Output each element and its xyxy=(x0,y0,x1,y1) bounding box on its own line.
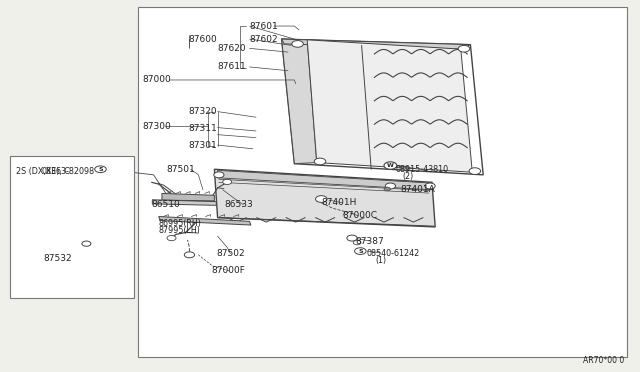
Bar xyxy=(138,7,627,357)
Text: 87602: 87602 xyxy=(250,35,278,44)
Text: 87401A: 87401A xyxy=(400,185,435,194)
Text: 08363-82098: 08363-82098 xyxy=(42,167,95,176)
Circle shape xyxy=(314,158,326,165)
Text: 87311: 87311 xyxy=(189,124,218,133)
Circle shape xyxy=(384,187,390,191)
Text: W: W xyxy=(387,163,394,168)
Circle shape xyxy=(385,183,396,189)
Text: 08540-61242: 08540-61242 xyxy=(366,249,419,258)
Polygon shape xyxy=(162,193,214,201)
Polygon shape xyxy=(307,40,472,172)
Circle shape xyxy=(469,168,481,174)
Circle shape xyxy=(316,196,327,202)
Polygon shape xyxy=(218,170,430,190)
Circle shape xyxy=(223,179,232,185)
Text: 87000C: 87000C xyxy=(342,211,378,220)
Circle shape xyxy=(425,183,435,189)
Text: AR70*00 0: AR70*00 0 xyxy=(583,356,624,365)
Text: 87300: 87300 xyxy=(142,122,171,131)
Text: 87387: 87387 xyxy=(356,237,385,246)
Text: (2): (2) xyxy=(403,172,414,181)
Circle shape xyxy=(458,45,470,52)
Polygon shape xyxy=(214,169,435,227)
Circle shape xyxy=(292,41,303,47)
Text: 08915-43810: 08915-43810 xyxy=(396,165,449,174)
Text: 87620: 87620 xyxy=(218,44,246,53)
Text: 87000: 87000 xyxy=(142,76,171,84)
Text: S: S xyxy=(358,248,363,254)
Circle shape xyxy=(347,235,357,241)
Text: 86510: 86510 xyxy=(152,200,180,209)
Text: 86533: 86533 xyxy=(224,200,253,209)
Text: 87532: 87532 xyxy=(44,254,72,263)
Text: 2S (DX,XE), C: 2S (DX,XE), C xyxy=(16,167,70,176)
Text: 87000F: 87000F xyxy=(211,266,245,275)
Text: 87995(LH): 87995(LH) xyxy=(158,226,200,235)
Circle shape xyxy=(355,248,366,254)
Circle shape xyxy=(82,241,91,246)
Text: 87320: 87320 xyxy=(189,107,218,116)
Polygon shape xyxy=(282,39,317,164)
Text: 87502: 87502 xyxy=(216,249,245,258)
Text: 86995(RH): 86995(RH) xyxy=(158,219,201,228)
Polygon shape xyxy=(282,39,470,49)
Circle shape xyxy=(95,166,106,173)
Text: 87601: 87601 xyxy=(250,22,278,31)
Circle shape xyxy=(214,172,224,178)
Bar xyxy=(10,156,134,298)
Circle shape xyxy=(384,162,397,169)
Text: (1): (1) xyxy=(376,256,387,265)
Text: S: S xyxy=(98,167,103,172)
Polygon shape xyxy=(159,217,251,225)
Text: 87611: 87611 xyxy=(218,62,246,71)
Circle shape xyxy=(184,252,195,258)
Circle shape xyxy=(353,240,361,245)
Text: 87501: 87501 xyxy=(166,165,195,174)
Text: 87301: 87301 xyxy=(189,141,218,150)
Circle shape xyxy=(167,235,176,241)
Polygon shape xyxy=(152,200,216,205)
Text: 87600: 87600 xyxy=(189,35,218,44)
Text: 87401H: 87401H xyxy=(321,198,356,207)
